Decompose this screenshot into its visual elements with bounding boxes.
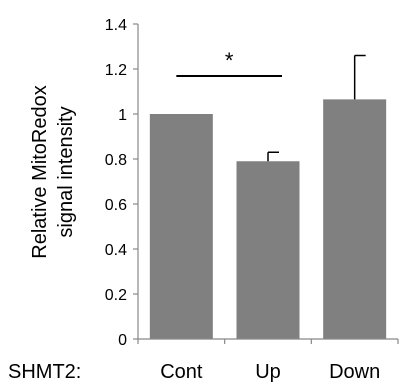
bar-up [236, 161, 300, 339]
significance-star: * [225, 48, 234, 73]
y-axis-label-line-2: signal intensity [55, 106, 77, 237]
y-tick-label-5: 1 [118, 107, 127, 124]
y-tick-label-4: 0.8 [105, 152, 127, 169]
y-tick-label-0: 0 [118, 332, 127, 349]
y-tick-label-3: 0.6 [105, 197, 127, 214]
x-tick-label-up: Up [255, 361, 281, 383]
bar-cont [149, 114, 213, 339]
bar-down [323, 99, 387, 339]
y-tick-label-6: 1.2 [105, 62, 127, 79]
x-tick-label-cont: Cont [160, 361, 203, 383]
y-axis-label-group: Relative MitoRedox signal intensity [29, 85, 77, 258]
x-tick-label-down: Down [329, 361, 380, 383]
y-tick-label-2: 0.4 [105, 242, 127, 259]
plot-area: Cont Up Down 0 0.2 0.4 0.6 0.8 1 1.2 1.4 * [105, 17, 399, 383]
y-tick-label-1: 0.2 [105, 287, 127, 304]
x-group-label: SHMT2: [8, 361, 81, 383]
y-axis-label-line-1: Relative MitoRedox [29, 85, 51, 258]
y-tick-label-7: 1.4 [105, 17, 127, 34]
